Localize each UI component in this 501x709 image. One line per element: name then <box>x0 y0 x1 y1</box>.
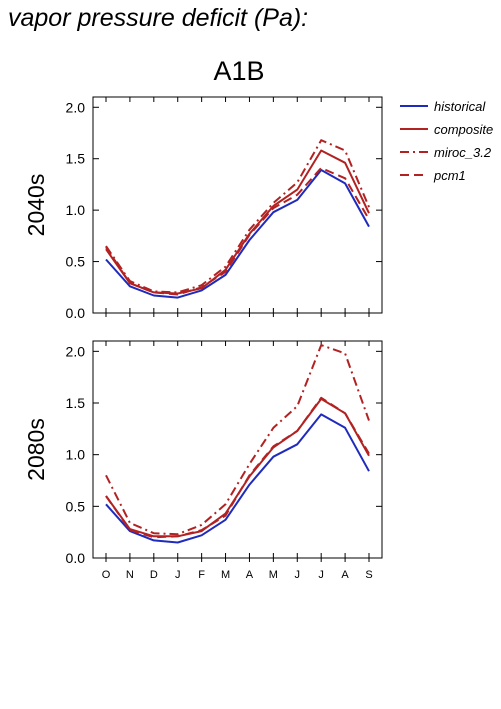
panel-ylabel: 2080s <box>23 418 49 481</box>
x-tick-label: A <box>246 569 254 581</box>
y-tick-label: 0.0 <box>66 305 86 321</box>
legend-label: historical <box>434 99 486 114</box>
x-tick-label: D <box>150 569 158 581</box>
series-line-miroc_3.2 <box>105 344 370 536</box>
legend-label: miroc_3.2 <box>434 145 492 160</box>
scenario-title: A1B <box>213 56 265 86</box>
legend-label: pcm1 <box>433 168 466 183</box>
x-tick-label: S <box>365 569 372 581</box>
plot-frame <box>92 96 383 314</box>
x-tick-label: M <box>221 569 230 581</box>
plot-frame <box>92 340 383 559</box>
x-tick-label: M <box>269 569 278 581</box>
y-tick-label: 1.5 <box>66 395 86 411</box>
x-tick-label: J <box>318 569 324 581</box>
y-tick-label: 0.5 <box>66 498 86 514</box>
series-line-historical <box>105 413 370 544</box>
panel-2080s: 0.0 0.5 1.0 1.5 2.0 2080s <box>23 340 383 566</box>
y-tick-label: 0.5 <box>66 254 86 270</box>
y-tick-label: 2.0 <box>66 99 86 115</box>
legend: historical composite miroc_3.2 pcm1 <box>400 99 493 183</box>
x-tick-label: F <box>198 569 205 581</box>
y-tick-label: 2.0 <box>66 343 86 359</box>
panel-ylabel: 2040s <box>23 174 49 237</box>
series-line-pcm1 <box>105 396 370 539</box>
x-tick-label: A <box>341 569 349 581</box>
x-tick-label: J <box>295 569 301 581</box>
y-tick-label: 0.0 <box>66 550 86 566</box>
series-line-pcm1 <box>105 167 370 296</box>
series-line-miroc_3.2 <box>105 139 370 294</box>
legend-label: composite <box>434 122 493 137</box>
x-tick-label: O <box>102 569 111 581</box>
x-tick-label: N <box>126 569 134 581</box>
y-tick-label: 1.0 <box>66 447 86 463</box>
series-line-historical <box>105 169 370 299</box>
y-tick-label: 1.0 <box>66 202 86 218</box>
chart-heading: vapor pressure deficit (Pa): <box>8 4 309 32</box>
y-tick-label: 1.5 <box>66 151 86 167</box>
panel-2040s: 0.0 0.5 1.0 1.5 2.0 2040s <box>23 96 383 321</box>
x-tick-label: J <box>175 569 181 581</box>
